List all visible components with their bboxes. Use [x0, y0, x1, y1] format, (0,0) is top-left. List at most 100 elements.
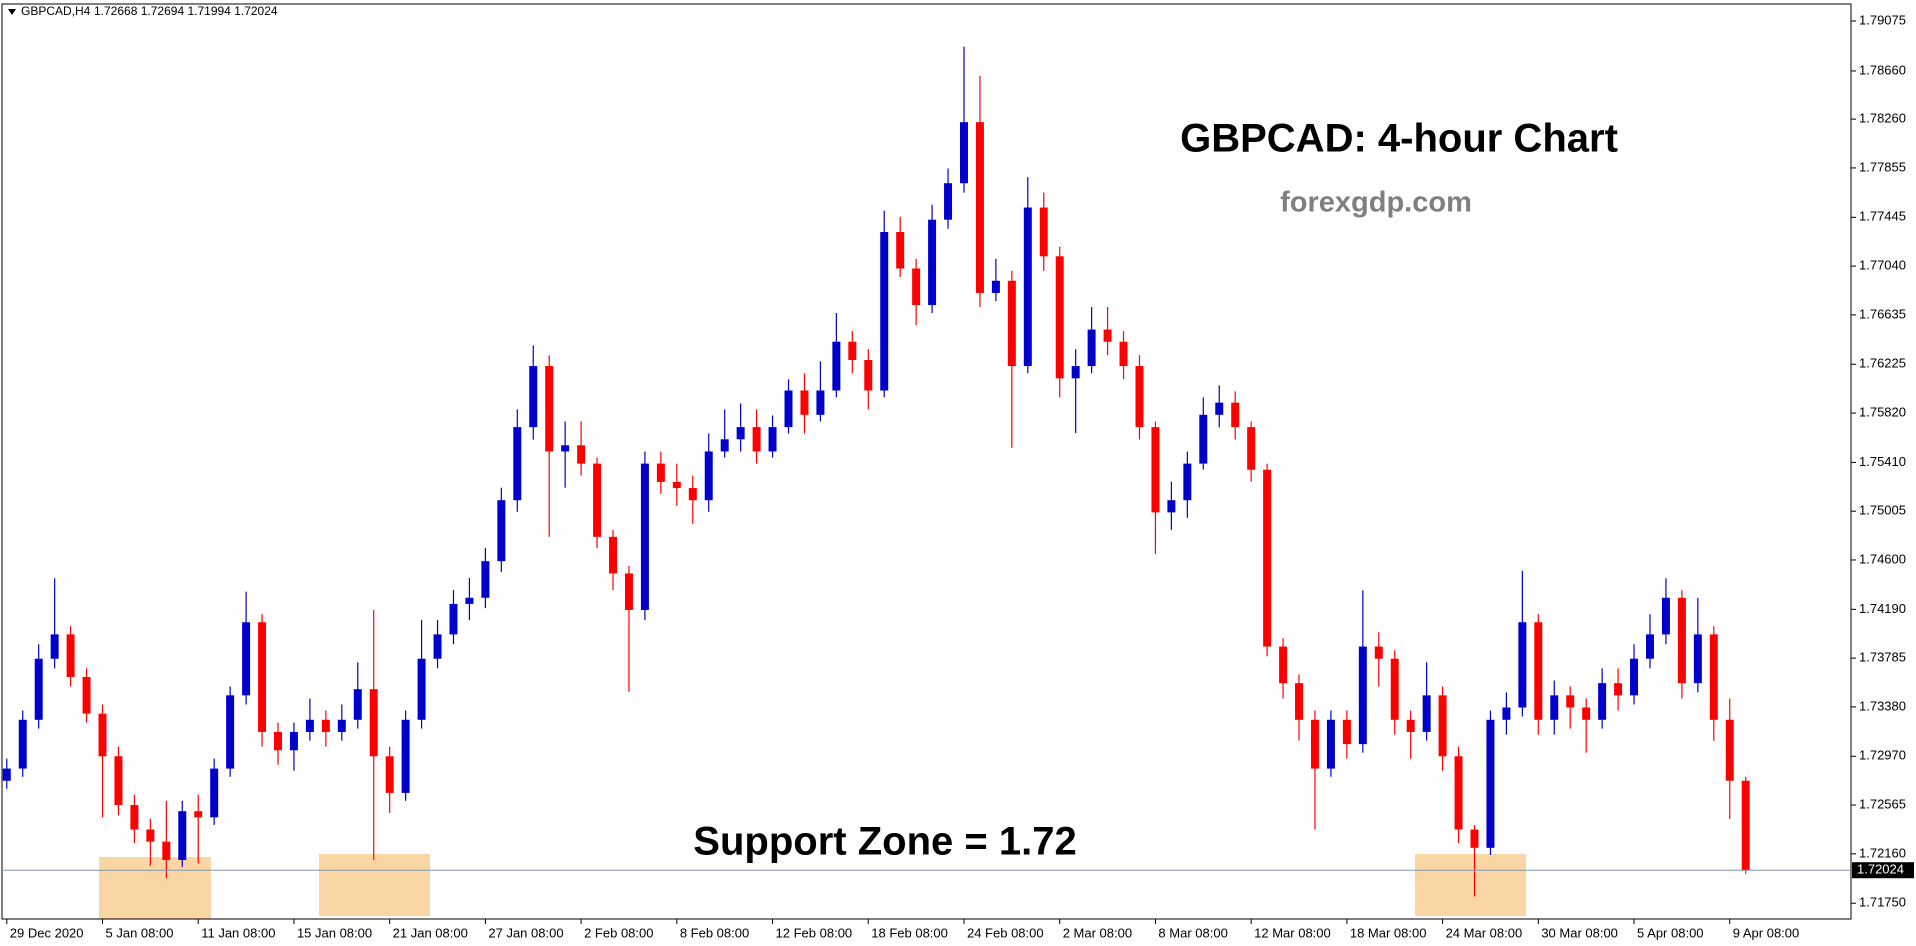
x-tick-label: 18 Feb 08:00 — [871, 925, 948, 940]
y-tick-label: 1.76635 — [1859, 306, 1906, 321]
candle-body — [1342, 719, 1351, 745]
candle-body — [50, 634, 59, 659]
candle-body — [784, 390, 793, 428]
y-tick-label: 1.77445 — [1859, 209, 1906, 224]
candle-body — [912, 268, 921, 306]
candle-body — [1741, 780, 1750, 871]
y-tick-label: 1.73785 — [1859, 650, 1906, 665]
x-tick-label: 5 Apr 08:00 — [1637, 925, 1704, 940]
x-tick-label: 29 Dec 2020 — [10, 925, 84, 940]
candle-body — [1279, 646, 1288, 684]
x-tick-label: 12 Mar 08:00 — [1254, 925, 1331, 940]
y-tick-label: 1.75005 — [1859, 503, 1906, 518]
y-tick-label: 1.74190 — [1859, 601, 1906, 616]
candle-body — [848, 341, 857, 361]
x-tick-label: 15 Jan 08:00 — [297, 925, 372, 940]
candle-body — [1390, 658, 1399, 720]
candle-body — [704, 451, 713, 501]
candle-body — [178, 811, 187, 860]
candle-body — [1470, 829, 1479, 848]
candle-body — [752, 427, 761, 452]
candle-body — [1295, 683, 1304, 720]
candle-body — [1199, 414, 1208, 464]
candle-body — [289, 731, 298, 751]
x-tick-label: 18 Mar 08:00 — [1350, 925, 1427, 940]
candle-body — [1630, 658, 1639, 696]
candle-body — [975, 122, 984, 293]
y-tick-label: 1.75820 — [1859, 404, 1906, 419]
y-tick-label: 1.72160 — [1859, 845, 1906, 860]
header-close: 1.72024 — [234, 4, 278, 18]
support-zone — [319, 854, 430, 916]
candle-body — [577, 445, 586, 464]
candle-body — [928, 219, 937, 306]
candle-body — [146, 829, 155, 842]
candle-body — [305, 719, 314, 732]
last-price-label: 1.72024 — [1857, 862, 1904, 877]
candle-body — [561, 445, 570, 452]
candle-body — [1358, 646, 1367, 745]
candle-body — [1645, 634, 1654, 659]
candle-body — [1119, 341, 1128, 367]
candle-body — [162, 841, 171, 860]
candle-body — [1135, 366, 1144, 428]
candle-body — [1183, 463, 1192, 501]
y-tick-label: 1.78260 — [1859, 111, 1906, 126]
x-tick-label: 8 Mar 08:00 — [1158, 925, 1227, 940]
candle-body — [800, 390, 809, 415]
candle-body — [1518, 622, 1527, 708]
candle-body — [369, 689, 378, 757]
candle-body — [497, 500, 506, 562]
candle-body — [896, 231, 905, 269]
x-tick-label: 5 Jan 08:00 — [106, 925, 174, 940]
candle-body — [1534, 622, 1543, 720]
x-tick-label: 24 Mar 08:00 — [1446, 925, 1523, 940]
candle-body — [1502, 707, 1511, 720]
candle-body — [210, 768, 219, 818]
header-high: 1.72694 — [141, 4, 185, 18]
y-tick-label: 1.74600 — [1859, 551, 1906, 566]
candle-body — [832, 341, 841, 391]
candle-body — [768, 427, 777, 452]
candle-body — [258, 622, 267, 732]
candle-body — [1039, 207, 1048, 257]
candle-body — [624, 573, 633, 610]
candle-body — [1263, 469, 1272, 647]
candle-body — [481, 561, 490, 598]
candle-body — [736, 427, 745, 440]
candle-body — [242, 622, 251, 696]
candle-body — [720, 439, 729, 452]
candle-body — [1438, 695, 1447, 757]
y-tick-label: 1.73380 — [1859, 698, 1906, 713]
x-tick-label: 11 Jan 08:00 — [201, 925, 275, 940]
candle-body — [688, 488, 697, 501]
x-tick-label: 27 Jan 08:00 — [488, 925, 563, 940]
support-zone — [99, 857, 211, 919]
support-annotation: Support Zone = 1.72 — [693, 820, 1076, 864]
support-zone — [1415, 854, 1526, 916]
candle-body — [513, 427, 522, 501]
candle-body — [1454, 756, 1463, 830]
candle-body — [130, 805, 139, 830]
candle-body — [1422, 695, 1431, 732]
chart-subtitle: forexgdp.com — [1280, 187, 1472, 219]
candle-body — [98, 713, 107, 757]
candle-body — [609, 536, 618, 574]
x-tick-label: 12 Feb 08:00 — [776, 925, 853, 940]
candle-body — [640, 463, 649, 610]
menu-triangle — [8, 9, 16, 15]
candle-body — [34, 658, 43, 720]
x-tick-label: 2 Mar 08:00 — [1063, 925, 1132, 940]
symbol-header: GBPCAD,H4 — [21, 4, 91, 18]
candle-body — [1151, 427, 1160, 513]
candle-body — [1247, 427, 1256, 470]
candle-body — [1661, 597, 1670, 635]
candle-body — [2, 768, 11, 781]
candle-body — [417, 658, 426, 720]
candle-body — [864, 360, 873, 391]
candle-body — [1071, 366, 1080, 379]
candle-body — [1550, 695, 1559, 720]
last-price-box — [1852, 862, 1914, 879]
y-tick-label: 1.72970 — [1859, 748, 1906, 763]
